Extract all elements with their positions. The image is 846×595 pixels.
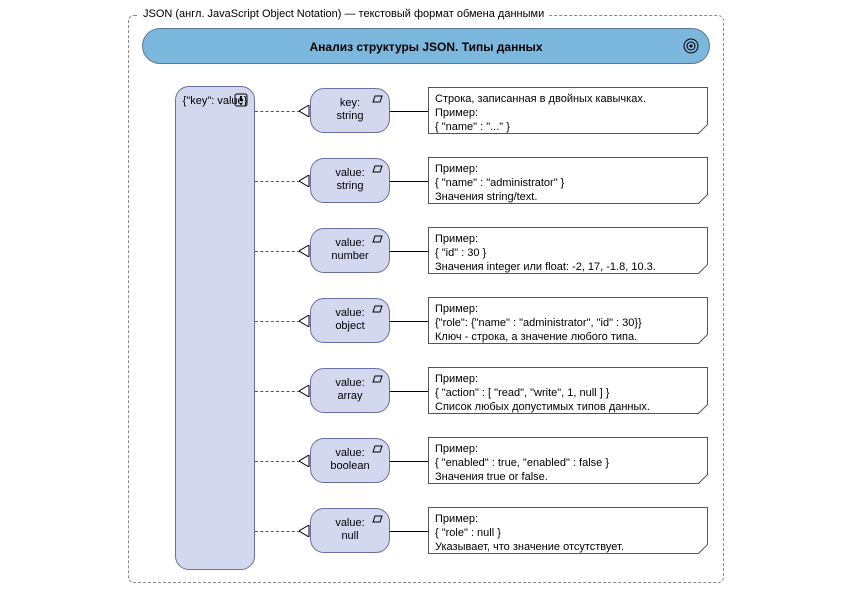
type-node-line2: string <box>311 110 389 123</box>
description-note: Пример:{"role": {"name" : "administrator… <box>428 297 708 344</box>
target-icon <box>683 38 699 54</box>
connector-line <box>390 391 428 392</box>
connector-line <box>390 461 428 462</box>
frame-caption: JSON (англ. JavaScript Object Notation) … <box>139 8 548 20</box>
connector-line <box>390 181 428 182</box>
type-node: value:object <box>310 298 390 343</box>
type-node-line2: object <box>311 320 389 333</box>
type-node: value:number <box>310 228 390 273</box>
connector-line <box>390 321 428 322</box>
description-line: {"role": {"name" : "administrator", "id"… <box>435 316 701 330</box>
connector-line <box>255 251 300 252</box>
connector-line <box>255 321 300 322</box>
inheritance-arrow-icon <box>299 315 309 327</box>
inheritance-arrow-icon <box>299 105 309 117</box>
description-line: Пример: <box>435 512 701 526</box>
description-note: Пример:{ "role" : null }Указывает, что з… <box>428 507 708 554</box>
inheritance-arrow-icon <box>299 455 309 467</box>
connector-line <box>390 251 428 252</box>
connector-line <box>255 391 300 392</box>
description-line: Указывает, что значение отсутствует. <box>435 540 701 554</box>
note-corner-icon <box>698 194 708 204</box>
type-node: value:array <box>310 368 390 413</box>
description-line: { "enabled" : true, "enabled" : false } <box>435 456 701 470</box>
description-line: { "id" : 30 } <box>435 246 701 260</box>
exclamation-icon <box>234 93 248 107</box>
description-line: Значения string/text. <box>435 190 701 204</box>
connector-line <box>390 111 428 112</box>
inheritance-arrow-icon <box>299 245 309 257</box>
parallelogram-icon <box>371 514 383 522</box>
type-node: value:string <box>310 158 390 203</box>
description-note: Пример:{ "id" : 30 }Значения integer или… <box>428 227 708 274</box>
connector-line <box>255 461 300 462</box>
description-line: Пример: <box>435 106 701 120</box>
parallelogram-icon <box>371 234 383 242</box>
connector-line <box>390 531 428 532</box>
type-node-line2: array <box>311 390 389 403</box>
description-line: { "name" : "administrator" } <box>435 176 701 190</box>
type-node-line2: null <box>311 530 389 543</box>
description-note: Строка, записанная в двойных кавычках.Пр… <box>428 87 708 134</box>
inheritance-arrow-icon <box>299 525 309 537</box>
note-corner-icon <box>698 404 708 414</box>
diagram-header: Анализ структуры JSON. Типы данных <box>142 28 710 64</box>
description-line: Ключ - строка, а значение любого типа. <box>435 330 701 344</box>
note-corner-icon <box>698 124 708 134</box>
description-line: Пример: <box>435 162 701 176</box>
description-note: Пример:{ "action" : [ "read", "write", 1… <box>428 367 708 414</box>
note-corner-icon <box>698 544 708 554</box>
description-line: Значения true or false. <box>435 470 701 484</box>
description-line: Список любых допустимых типов данных. <box>435 400 701 414</box>
connector-line <box>255 181 300 182</box>
connector-line <box>255 531 300 532</box>
note-corner-icon <box>698 334 708 344</box>
parallelogram-icon <box>371 444 383 452</box>
description-line: { "role" : null } <box>435 526 701 540</box>
type-node-line2: number <box>311 250 389 263</box>
note-corner-icon <box>698 264 708 274</box>
note-corner-icon <box>698 474 708 484</box>
type-node: value:null <box>310 508 390 553</box>
description-line: Пример: <box>435 372 701 386</box>
description-note: Пример:{ "enabled" : true, "enabled" : f… <box>428 437 708 484</box>
description-line: Пример: <box>435 232 701 246</box>
root-node: {"key": value} <box>175 86 255 570</box>
connector-line <box>255 111 300 112</box>
type-node-line2: boolean <box>311 460 389 473</box>
description-line: Строка, записанная в двойных кавычках. <box>435 92 701 106</box>
description-line: Пример: <box>435 302 701 316</box>
description-note: Пример:{ "name" : "administrator" }Значе… <box>428 157 708 204</box>
parallelogram-icon <box>371 374 383 382</box>
type-node-line2: string <box>311 180 389 193</box>
parallelogram-icon <box>371 304 383 312</box>
type-node: value:boolean <box>310 438 390 483</box>
description-line: { "name" : "..." } <box>435 120 701 134</box>
inheritance-arrow-icon <box>299 385 309 397</box>
parallelogram-icon <box>371 94 383 102</box>
description-line: { "action" : [ "read", "write", 1, null … <box>435 386 701 400</box>
inheritance-arrow-icon <box>299 175 309 187</box>
description-line: Пример: <box>435 442 701 456</box>
parallelogram-icon <box>371 164 383 172</box>
type-node: key:string <box>310 88 390 133</box>
description-line: Значения integer или float: -2, 17, -1.8… <box>435 260 701 274</box>
diagram-header-title: Анализ структуры JSON. Типы данных <box>309 40 542 54</box>
